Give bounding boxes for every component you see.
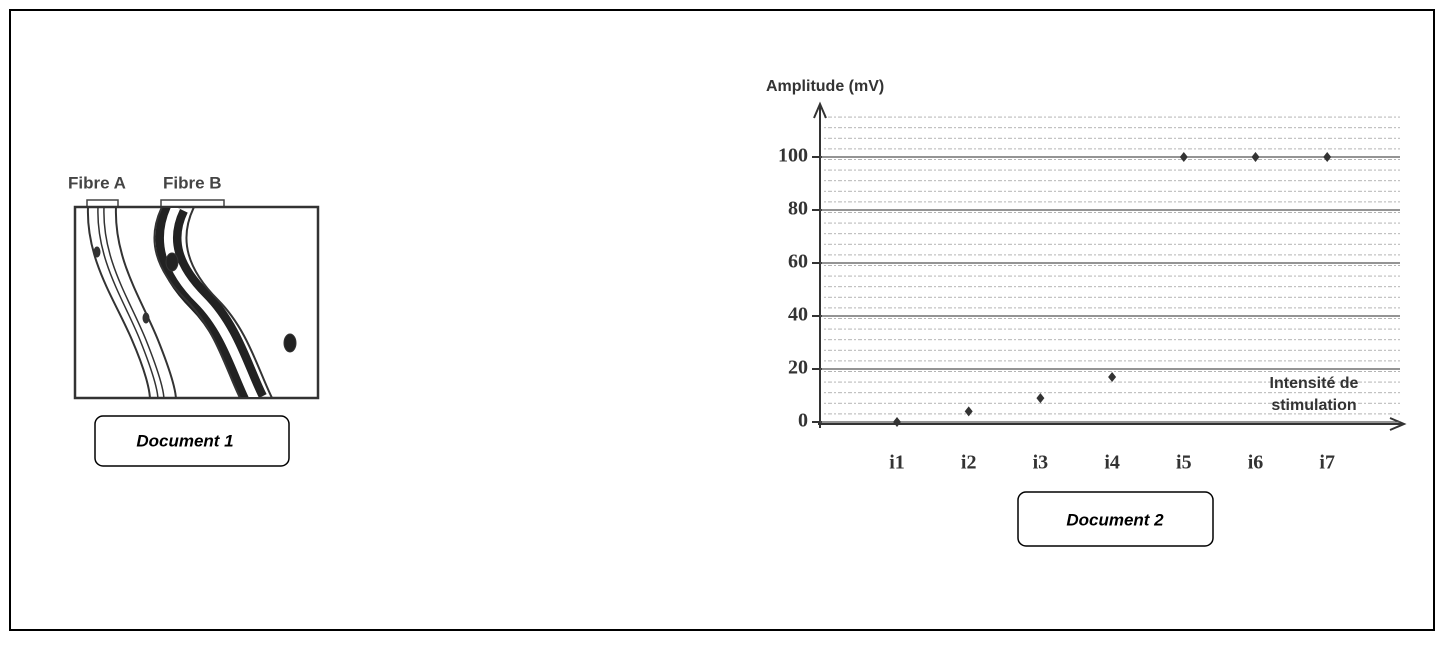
x-tick-label: i7: [1319, 452, 1335, 474]
x-tick-label: i6: [1248, 452, 1264, 474]
point: [1251, 152, 1260, 162]
x-tick-label: i2: [961, 452, 977, 474]
x-axis-label: Intensité de: [1270, 375, 1359, 392]
x-axis-label: stimulation: [1271, 397, 1356, 414]
caption: Document 2: [1066, 510, 1164, 529]
point: [1036, 393, 1045, 404]
point: [1108, 371, 1117, 382]
axes: [813, 101, 1407, 431]
point: [893, 417, 901, 427]
fibre-b-label: Fibre B: [163, 173, 222, 192]
fibre-a-label: Fibre A: [68, 173, 126, 192]
x-tick-label: i1: [889, 452, 905, 474]
caption: Document 1: [136, 431, 233, 450]
caption-box: [94, 415, 290, 467]
caption-box: [1017, 491, 1214, 547]
frame: [9, 9, 1435, 631]
y-tick-label: 0: [798, 410, 808, 432]
x-tick-label: i4: [1104, 452, 1120, 474]
fibre-drawing: [73, 205, 320, 400]
point: [1179, 152, 1188, 162]
y-axis-label: Amplitude (mV): [766, 78, 884, 95]
y-tick-label: 80: [788, 198, 808, 220]
y-tick-label: 100: [778, 145, 808, 167]
brackets: [86, 199, 225, 206]
y-tick-label: 40: [788, 304, 808, 326]
x-tick-label: i5: [1176, 452, 1192, 474]
x-tick-label: i3: [1033, 452, 1049, 474]
y-tick-label: 60: [788, 251, 808, 273]
y-tick-label: 20: [788, 357, 808, 379]
point: [1323, 152, 1332, 162]
point: [964, 406, 973, 417]
minor-grid: [822, 108, 1400, 422]
